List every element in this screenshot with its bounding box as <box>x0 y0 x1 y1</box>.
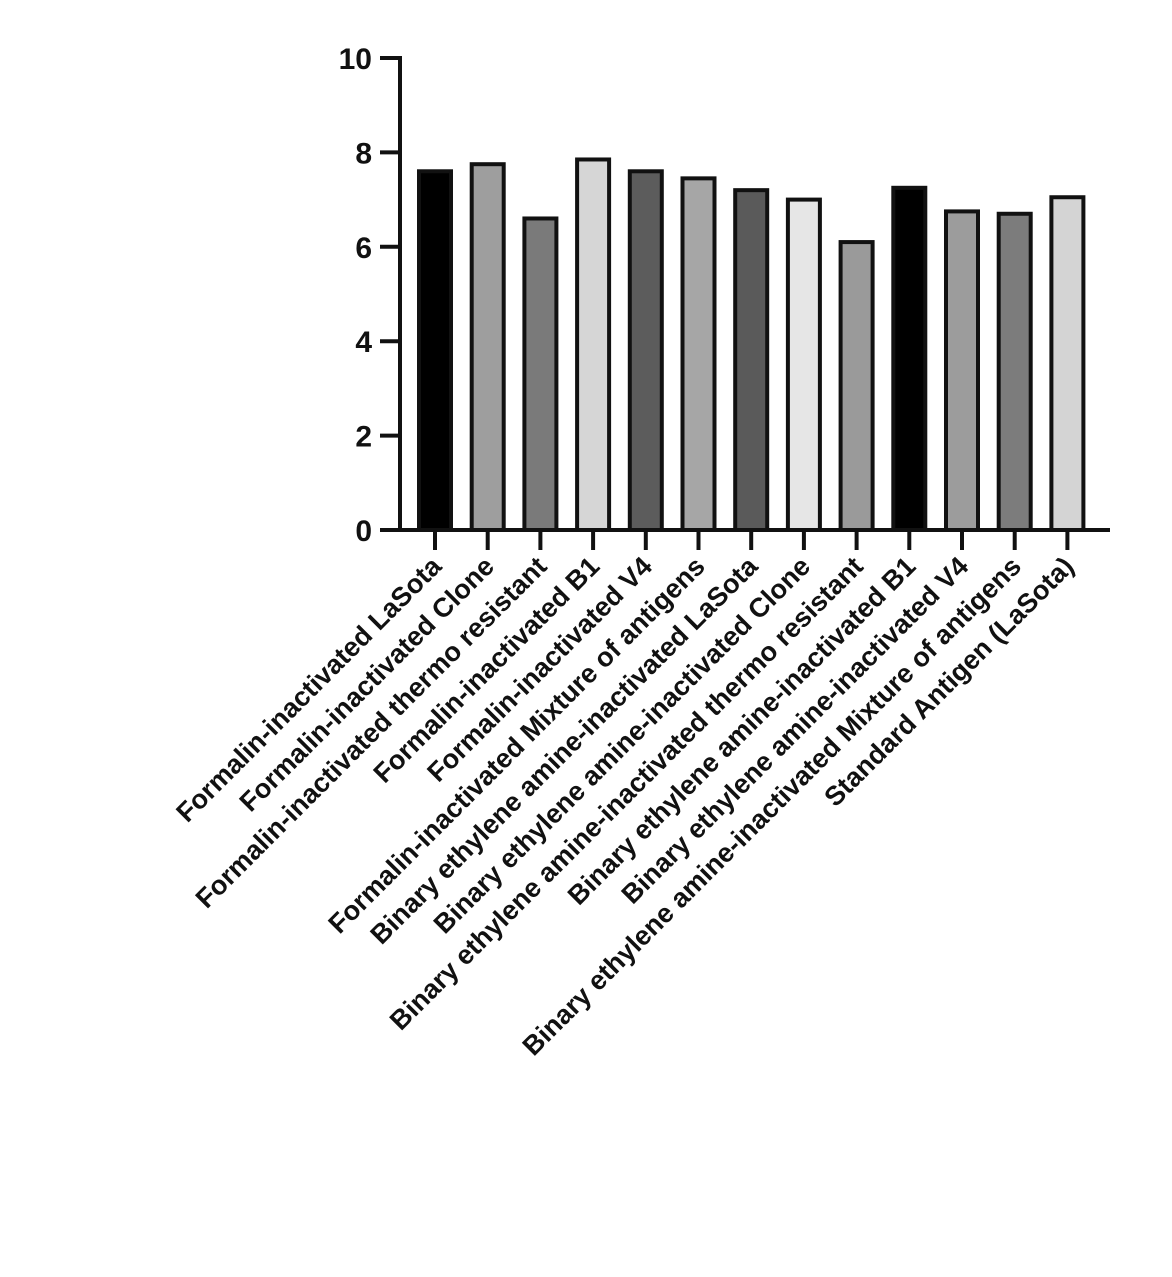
bar <box>417 169 453 532</box>
y-tick-label: 2 <box>355 421 372 454</box>
bar <box>469 162 506 532</box>
y-tick-label: 4 <box>355 326 372 359</box>
bar <box>627 169 664 532</box>
bar <box>996 211 1033 532</box>
bar <box>575 157 612 532</box>
y-tick-label: 8 <box>355 137 372 170</box>
y-ticks-group: 0 2 4 6 8 10 <box>339 43 400 548</box>
bar <box>944 209 980 532</box>
bar <box>522 216 559 532</box>
bars-group <box>417 157 1086 533</box>
y-tick-label: 0 <box>355 515 372 548</box>
bar <box>1049 195 1086 533</box>
axes-group <box>398 56 1110 532</box>
bar <box>891 185 928 533</box>
bar <box>785 197 822 532</box>
bar <box>733 188 770 532</box>
bar <box>838 240 875 533</box>
bar <box>680 176 717 533</box>
y-tick-label: 10 <box>339 43 372 76</box>
y-tick-label: 6 <box>355 232 372 265</box>
x-ticks-group: Formalin-inactivated LaSotaFormalin-inac… <box>170 530 1080 1061</box>
